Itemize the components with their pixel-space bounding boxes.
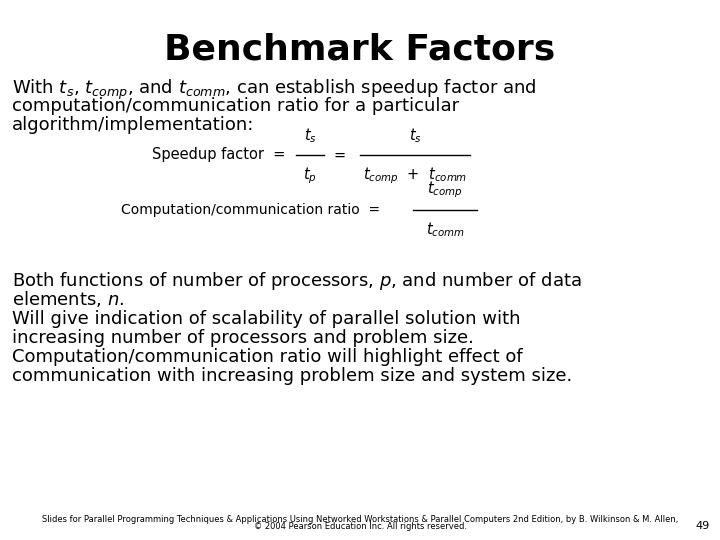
Text: With $t_s$, $t_{comp}$, and $t_{comm}$, can establish speedup factor and: With $t_s$, $t_{comp}$, and $t_{comm}$, … [12, 78, 536, 102]
Text: Both functions of number of processors, $p$, and number of data: Both functions of number of processors, … [12, 270, 582, 292]
Text: $t_{comm}$: $t_{comm}$ [426, 220, 464, 239]
Text: increasing number of processors and problem size.: increasing number of processors and prob… [12, 329, 474, 347]
Text: Will give indication of scalability of parallel solution with: Will give indication of scalability of p… [12, 310, 521, 328]
Text: $t_{comp}$  $+$  $t_{comm}$: $t_{comp}$ $+$ $t_{comm}$ [363, 165, 467, 186]
Text: $t_{comp}$: $t_{comp}$ [427, 179, 463, 200]
Text: © 2004 Pearson Education Inc. All rights reserved.: © 2004 Pearson Education Inc. All rights… [253, 522, 467, 531]
Text: $t_s$: $t_s$ [304, 126, 316, 145]
Text: $t_p$: $t_p$ [303, 165, 317, 186]
Text: Slides for Parallel Programming Techniques & Applications Using Networked Workst: Slides for Parallel Programming Techniqu… [42, 515, 678, 524]
Text: elements, $n$.: elements, $n$. [12, 289, 125, 309]
Text: computation/communication ratio for a particular: computation/communication ratio for a pa… [12, 97, 459, 115]
Text: Computation/communication ratio will highlight effect of: Computation/communication ratio will hig… [12, 348, 523, 366]
Text: $t_s$: $t_s$ [408, 126, 421, 145]
Text: Benchmark Factors: Benchmark Factors [164, 32, 556, 66]
Text: =: = [334, 147, 346, 163]
Text: algorithm/implementation:: algorithm/implementation: [12, 116, 254, 134]
Text: Speedup factor  =: Speedup factor = [152, 147, 285, 163]
Text: Computation/communication ratio  =: Computation/communication ratio = [121, 203, 380, 217]
Text: 49: 49 [696, 521, 710, 531]
Text: communication with increasing problem size and system size.: communication with increasing problem si… [12, 367, 572, 385]
